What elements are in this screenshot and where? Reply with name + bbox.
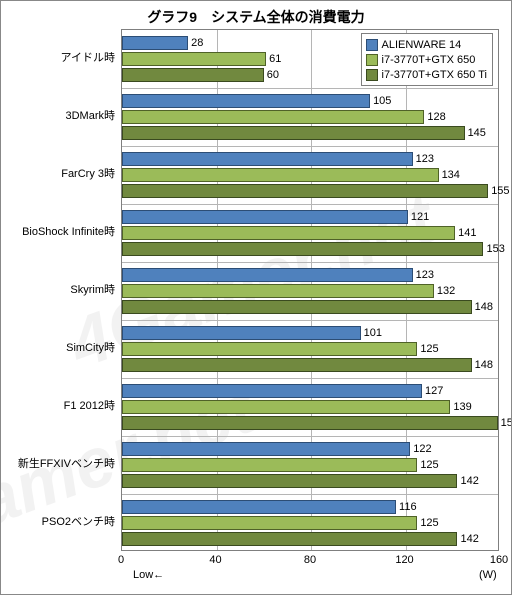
bar — [122, 184, 488, 198]
group-divider — [122, 262, 498, 263]
bar-value-label: 145 — [468, 126, 486, 140]
x-tick-label: 120 — [395, 554, 413, 566]
bar — [122, 168, 439, 182]
legend-swatch — [366, 69, 378, 81]
bar — [122, 126, 465, 140]
legend-swatch — [366, 39, 378, 51]
power-consumption-chart: 4Gamer.net 4Gamer.net グラフ9 システム全体の消費電力 2… — [0, 0, 512, 595]
category-label: 新生FFXIVベンチ時 — [3, 458, 115, 470]
x-tick-label: 80 — [304, 554, 316, 566]
legend-item: i7-3770T+GTX 650 — [366, 52, 487, 67]
x-axis-unit-label: (W) — [479, 569, 497, 581]
legend-item: ALIENWARE 14 — [366, 37, 487, 52]
bar-value-label: 148 — [475, 300, 493, 314]
bar-value-label: 128 — [427, 110, 445, 124]
bar — [122, 326, 361, 340]
bar-value-label: 153 — [486, 242, 504, 256]
bar — [122, 152, 413, 166]
bar — [122, 210, 408, 224]
bar-value-label: 121 — [411, 210, 429, 224]
plot-area: 2861601051281451231341551211411531231321… — [121, 29, 499, 551]
bar — [122, 36, 188, 50]
bar-value-label: 142 — [460, 474, 478, 488]
x-tick-label: 160 — [490, 554, 508, 566]
bar — [122, 384, 422, 398]
bar-value-label: 134 — [442, 168, 460, 182]
group-divider — [122, 436, 498, 437]
bar — [122, 300, 472, 314]
bar — [122, 400, 450, 414]
legend-label: i7-3770T+GTX 650 Ti — [382, 69, 487, 81]
x-tick-label: 40 — [209, 554, 221, 566]
bar-value-label: 139 — [453, 400, 471, 414]
bar — [122, 458, 417, 472]
x-axis-low-label: Low← — [133, 569, 164, 581]
bar-value-label: 132 — [437, 284, 455, 298]
bar — [122, 52, 266, 66]
category-label: F1 2012時 — [3, 400, 115, 412]
category-label: BioShock Infinite時 — [3, 226, 115, 238]
bar — [122, 516, 417, 530]
bar-value-label: 141 — [458, 226, 476, 240]
bar — [122, 242, 483, 256]
category-label: 3DMark時 — [3, 110, 115, 122]
bar-value-label: 60 — [267, 68, 279, 82]
bar — [122, 474, 457, 488]
legend-label: ALIENWARE 14 — [382, 39, 462, 51]
bar-value-label: 123 — [416, 152, 434, 166]
bar-value-label: 125 — [420, 342, 438, 356]
bar — [122, 284, 434, 298]
bar-value-label: 159 — [501, 416, 512, 430]
bar-value-label: 148 — [475, 358, 493, 372]
bar-value-label: 105 — [373, 94, 391, 108]
bar — [122, 442, 410, 456]
bar-value-label: 116 — [399, 500, 417, 514]
category-label: SimCity時 — [3, 342, 115, 354]
bar-value-label: 123 — [416, 268, 434, 282]
bar-value-label: 28 — [191, 36, 203, 50]
bar — [122, 226, 455, 240]
bar — [122, 268, 413, 282]
group-divider — [122, 146, 498, 147]
legend-item: i7-3770T+GTX 650 Ti — [366, 67, 487, 82]
bar-value-label: 127 — [425, 384, 443, 398]
bar — [122, 110, 424, 124]
bar-value-label: 142 — [460, 532, 478, 546]
group-divider — [122, 494, 498, 495]
bar — [122, 532, 457, 546]
group-divider — [122, 378, 498, 379]
x-tick-label: 0 — [118, 554, 124, 566]
legend-swatch — [366, 54, 378, 66]
chart-title: グラフ9 システム全体の消費電力 — [1, 7, 511, 27]
category-label: FarCry 3時 — [3, 168, 115, 180]
category-label: アイドル時 — [3, 52, 115, 64]
bar-value-label: 155 — [491, 184, 509, 198]
group-divider — [122, 320, 498, 321]
bar — [122, 500, 396, 514]
bar-value-label: 61 — [269, 52, 281, 66]
legend: ALIENWARE 14 i7-3770T+GTX 650 i7-3770T+GTX… — [361, 33, 493, 86]
bar — [122, 94, 370, 108]
group-divider — [122, 88, 498, 89]
bar-value-label: 125 — [420, 458, 438, 472]
bar-value-label: 122 — [413, 442, 431, 456]
bar — [122, 416, 498, 430]
category-label: Skyrim時 — [3, 284, 115, 296]
legend-label: i7-3770T+GTX 650 — [382, 54, 476, 66]
group-divider — [122, 204, 498, 205]
category-label: PSO2ベンチ時 — [3, 516, 115, 528]
bar — [122, 342, 417, 356]
bar-value-label: 101 — [364, 326, 382, 340]
bar-value-label: 125 — [420, 516, 438, 530]
bar — [122, 358, 472, 372]
bar — [122, 68, 264, 82]
